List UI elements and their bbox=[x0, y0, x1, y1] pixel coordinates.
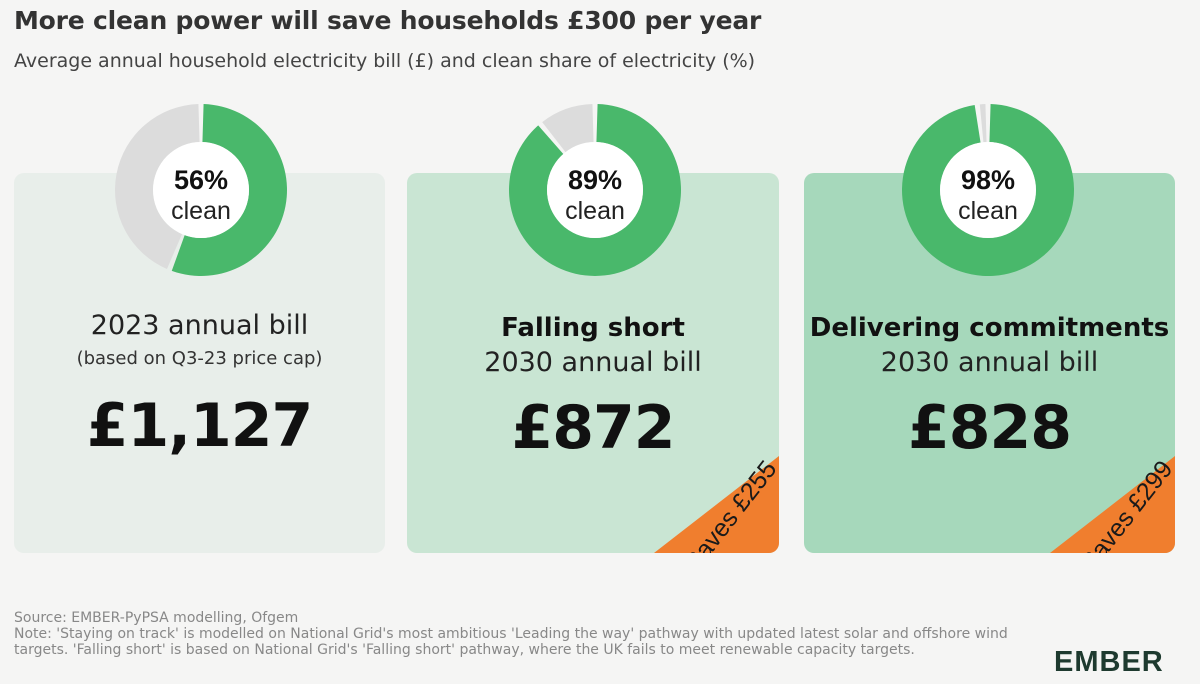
savings-band bbox=[654, 456, 779, 553]
clean-word-label: clean bbox=[171, 197, 231, 225]
scenario-label: Falling short bbox=[501, 313, 685, 343]
clean-percent-label: 56% bbox=[174, 165, 228, 195]
clean-share-donut: 89%clean bbox=[509, 104, 681, 276]
source-notes: Source: EMBER-PyPSA modelling, Ofgem Not… bbox=[14, 610, 1014, 658]
bill-amount: £1,127 bbox=[86, 391, 314, 461]
note-text: Note: 'Staying on track' is modelled on … bbox=[14, 626, 1008, 658]
bill-label: 2030 annual bill bbox=[484, 347, 702, 378]
page-title: More clean power will save households £3… bbox=[14, 6, 762, 35]
savings-ribbon-shape: Saves £255 bbox=[654, 455, 779, 553]
page-subtitle: Average annual household electricity bil… bbox=[14, 50, 756, 72]
bill-amount: £828 bbox=[908, 393, 1072, 463]
donut-clean-slice bbox=[902, 104, 1074, 276]
savings-ribbon: Saves £299 bbox=[985, 393, 1175, 553]
bill-label: 2030 annual bill bbox=[880, 347, 1099, 378]
donut-clean-slice bbox=[509, 104, 681, 276]
donut-clean-slice bbox=[171, 104, 287, 276]
clean-percent-label: 98% bbox=[961, 165, 1015, 195]
source-text: Source: EMBER-PyPSA modelling, Ofgem bbox=[14, 610, 299, 626]
clean-word-label: clean bbox=[958, 197, 1018, 225]
clean-share-donut: 98%clean bbox=[902, 104, 1074, 276]
clean-word-label: clean bbox=[565, 197, 625, 225]
bill-amount: £872 bbox=[511, 393, 676, 463]
donut-other-slice bbox=[979, 104, 987, 143]
donut-center bbox=[153, 142, 249, 238]
clean-percent-label: 89% bbox=[568, 165, 622, 195]
ember-logo: EMBER bbox=[1054, 646, 1164, 675]
savings-ribbon-shape: Saves £299 bbox=[1050, 455, 1175, 553]
clean-share-donut: 56%clean bbox=[115, 104, 287, 276]
savings-ribbon: Saves £255 bbox=[589, 393, 779, 553]
scenario-label: Delivering commitments bbox=[809, 313, 1170, 343]
savings-band bbox=[1050, 456, 1175, 553]
donut-center bbox=[547, 142, 643, 238]
donut-other-slice bbox=[542, 104, 594, 153]
bill-label: 2023 annual bill bbox=[90, 310, 309, 341]
bill-note: (based on Q3-23 price cap) bbox=[76, 348, 323, 369]
donut-center bbox=[940, 142, 1036, 238]
donut-other-slice bbox=[115, 104, 200, 269]
logo-text: EMBER bbox=[1054, 646, 1164, 675]
